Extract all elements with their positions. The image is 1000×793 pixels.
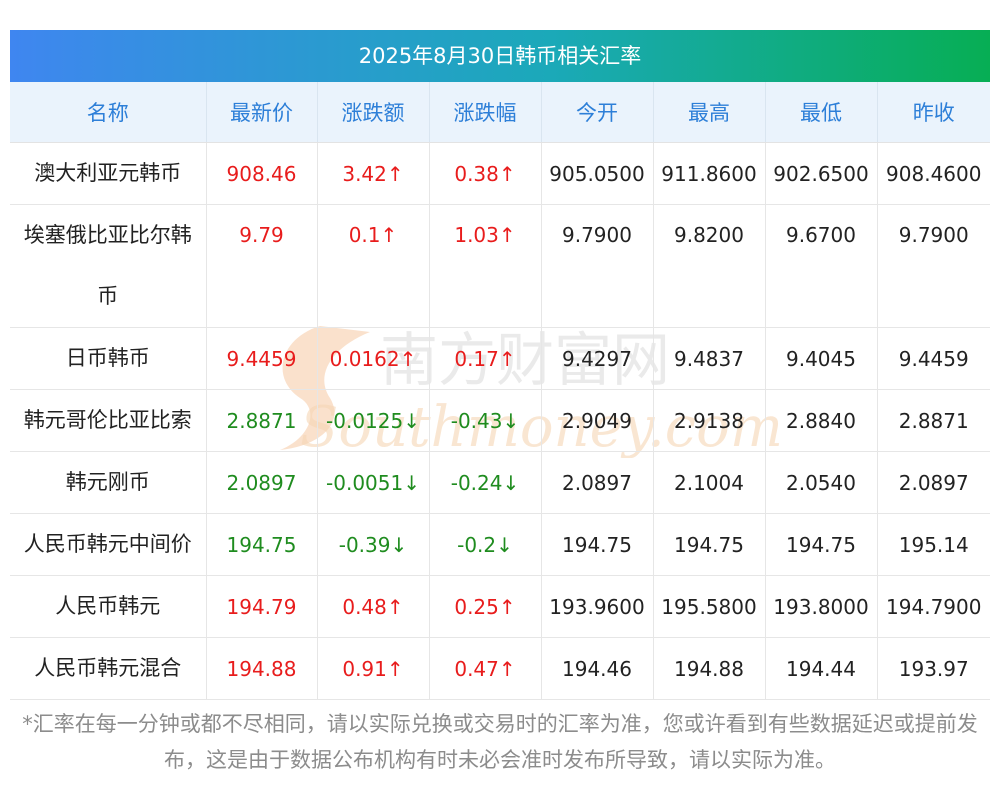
table-row: 澳大利亚元韩币 908.46 3.42↑ 0.38↑ 905.0500 911.…	[10, 142, 990, 205]
row-change-pct: -0.24↓	[429, 451, 542, 514]
row-latest: 2.0897	[206, 451, 318, 514]
row-latest: 194.75	[206, 513, 318, 576]
row-low: 9.4045	[765, 327, 878, 390]
row-low: 902.6500	[765, 142, 878, 205]
row-open: 194.46	[541, 637, 654, 700]
header-latest: 最新价	[206, 82, 318, 143]
row-change-pct: 1.03↑	[429, 204, 542, 328]
row-change: 0.0162↑	[317, 327, 430, 390]
row-open: 193.9600	[541, 575, 654, 638]
header-change-pct: 涨跌幅	[429, 82, 542, 143]
row-low: 193.8000	[765, 575, 878, 638]
table-row: 韩元哥伦比亚比索 2.8871 -0.0125↓ -0.43↓ 2.9049 2…	[10, 389, 990, 452]
row-change-pct: 0.38↑	[429, 142, 542, 205]
row-open: 2.0897	[541, 451, 654, 514]
row-low: 194.44	[765, 637, 878, 700]
row-latest: 9.4459	[206, 327, 318, 390]
table-row: 韩元刚币 2.0897 -0.0051↓ -0.24↓ 2.0897 2.100…	[10, 451, 990, 514]
row-prev-close: 9.7900	[877, 204, 990, 328]
header-name: 名称	[10, 82, 207, 143]
row-change-pct: -0.2↓	[429, 513, 542, 576]
row-open: 9.4297	[541, 327, 654, 390]
disclaimer-note: *汇率在每一分钟或都不尽相同，请以实际兑换或交易时的汇率为准，您或许看到有些数据…	[22, 712, 978, 772]
row-high: 9.8200	[653, 204, 766, 328]
row-latest: 194.79	[206, 575, 318, 638]
row-name: 澳大利亚元韩币	[10, 142, 207, 205]
row-name-text: 埃塞俄比亚比尔韩币	[23, 223, 192, 308]
row-high: 194.75	[653, 513, 766, 576]
row-open: 905.0500	[541, 142, 654, 205]
row-prev-close: 2.8871	[877, 389, 990, 452]
row-change: 0.48↑	[317, 575, 430, 638]
row-change: 0.91↑	[317, 637, 430, 700]
row-high: 194.88	[653, 637, 766, 700]
row-latest: 194.88	[206, 637, 318, 700]
row-name: 人民币韩元	[10, 575, 207, 638]
row-name: 埃塞俄比亚比尔韩币	[10, 204, 207, 328]
row-prev-close: 908.4600	[877, 142, 990, 205]
row-change-pct: 0.47↑	[429, 637, 542, 700]
table-row: 日币韩币 9.4459 0.0162↑ 0.17↑ 9.4297 9.4837 …	[10, 327, 990, 390]
row-change: -0.0125↓	[317, 389, 430, 452]
row-change-pct: 0.25↑	[429, 575, 542, 638]
row-open: 194.75	[541, 513, 654, 576]
header-row: 名称 最新价 涨跌额 涨跌幅 今开 最高 最低 昨收	[10, 82, 990, 143]
rate-table: 名称 最新价 涨跌额 涨跌幅 今开 最高 最低 昨收 澳大利亚元韩币 908.4…	[10, 82, 990, 700]
row-latest: 908.46	[206, 142, 318, 205]
table-row: 人民币韩元混合 194.88 0.91↑ 0.47↑ 194.46 194.88…	[10, 637, 990, 700]
row-prev-close: 195.14	[877, 513, 990, 576]
header-low: 最低	[765, 82, 878, 143]
table-row: 人民币韩元中间价 194.75 -0.39↓ -0.2↓ 194.75 194.…	[10, 513, 990, 576]
header-open: 今开	[541, 82, 654, 143]
header-high: 最高	[653, 82, 766, 143]
row-high: 2.9138	[653, 389, 766, 452]
table-row: 埃塞俄比亚比尔韩币 9.79 0.1↑ 1.03↑ 9.7900 9.8200 …	[10, 204, 990, 328]
row-low: 9.6700	[765, 204, 878, 328]
row-change: -0.39↓	[317, 513, 430, 576]
row-open: 2.9049	[541, 389, 654, 452]
row-change-pct: -0.43↓	[429, 389, 542, 452]
row-low: 194.75	[765, 513, 878, 576]
row-prev-close: 193.97	[877, 637, 990, 700]
row-name: 日币韩币	[10, 327, 207, 390]
row-low: 2.8840	[765, 389, 878, 452]
row-name: 人民币韩元中间价	[10, 513, 207, 576]
header-change: 涨跌额	[317, 82, 430, 143]
row-prev-close: 2.0897	[877, 451, 990, 514]
row-high: 911.8600	[653, 142, 766, 205]
row-name: 韩元刚币	[10, 451, 207, 514]
table-title: 2025年8月30日韩币相关汇率	[10, 30, 990, 82]
row-high: 9.4837	[653, 327, 766, 390]
row-high: 195.5800	[653, 575, 766, 638]
row-change: -0.0051↓	[317, 451, 430, 514]
row-prev-close: 9.4459	[877, 327, 990, 390]
row-low: 2.0540	[765, 451, 878, 514]
table-row: 人民币韩元 194.79 0.48↑ 0.25↑ 193.9600 195.58…	[10, 575, 990, 638]
row-change: 0.1↑	[317, 204, 430, 328]
row-change-pct: 0.17↑	[429, 327, 542, 390]
row-name: 人民币韩元混合	[10, 637, 207, 700]
rate-panel: 2025年8月30日韩币相关汇率 名称 最新价 涨跌额 涨跌幅 今开 最高 最低…	[10, 30, 990, 700]
row-change: 3.42↑	[317, 142, 430, 205]
row-latest: 9.79	[206, 204, 318, 328]
row-name: 韩元哥伦比亚比索	[10, 389, 207, 452]
row-prev-close: 194.7900	[877, 575, 990, 638]
row-latest: 2.8871	[206, 389, 318, 452]
row-open: 9.7900	[541, 204, 654, 328]
row-high: 2.1004	[653, 451, 766, 514]
header-prev-close: 昨收	[877, 82, 990, 143]
